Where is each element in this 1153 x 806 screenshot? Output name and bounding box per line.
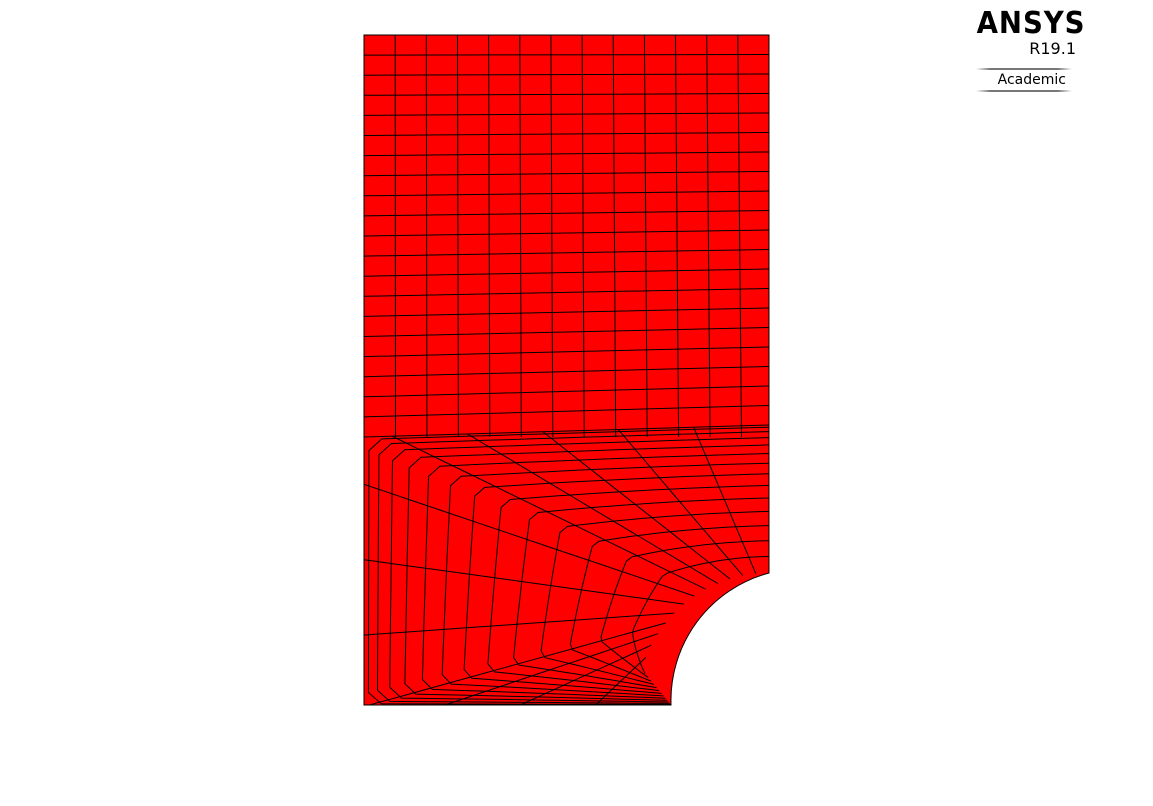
mesh-line-ring (389, 437, 770, 703)
grid-line-horizontal (363, 54, 770, 56)
mesh-line-ring (441, 462, 770, 697)
grid-line-horizontal (363, 132, 770, 136)
mesh-line-ring (487, 485, 770, 692)
logo-edition-box: Academic (968, 68, 1076, 92)
grid-line-vertical (706, 34, 711, 438)
meshed-part (363, 34, 770, 706)
grid-line-horizontal (363, 424, 770, 438)
grid-line-horizontal (363, 112, 770, 116)
grid-line-vertical (737, 34, 742, 438)
mesh-line-radial (369, 622, 666, 706)
grid-line-vertical (425, 34, 428, 438)
grid-line-vertical (488, 34, 491, 438)
grid-line-vertical (550, 34, 554, 438)
logo-brand: ANSYS (976, 6, 1086, 41)
grid-line-vertical (457, 34, 459, 438)
grid-line-horizontal (363, 190, 770, 197)
grid-line-horizontal (363, 93, 770, 96)
grid-line-horizontal (363, 151, 770, 157)
mesh-line-ring (569, 525, 770, 682)
ansys-logo: ANSYS R19.1 Academic (968, 6, 1086, 92)
mesh-line-ring (540, 510, 770, 685)
logo-rule-bottom (976, 90, 1072, 92)
mesh-line-ring (376, 431, 770, 704)
logo-edition: Academic (997, 72, 1066, 88)
grid-line-horizontal (363, 288, 770, 297)
grid-line-horizontal (363, 366, 770, 378)
mesh-line-ring (367, 426, 770, 705)
mesh-line-ring (421, 453, 770, 699)
mesh-line-ring (404, 444, 770, 701)
grid-line-horizontal (363, 210, 770, 217)
grid-line-vertical (675, 34, 680, 438)
grid-line-horizontal (363, 385, 770, 398)
mesh-line-ring (632, 556, 770, 674)
grid-line-horizontal (363, 268, 770, 277)
logo-rule-top (976, 68, 1072, 70)
mesh-line-ring (600, 540, 770, 678)
part-outline (363, 34, 770, 706)
grid-line-horizontal (363, 171, 770, 177)
logo-release: R19.1 (1029, 39, 1076, 58)
mesh-line-ring (513, 497, 770, 689)
grid-line-vertical (519, 34, 522, 438)
element-edges (363, 34, 770, 706)
grid-line-vertical (581, 34, 585, 438)
grid-line-horizontal (363, 307, 770, 317)
grid-line-horizontal (363, 327, 770, 337)
grid-line-horizontal (363, 405, 770, 418)
grid-line-horizontal (363, 249, 770, 257)
grid-line-horizontal (363, 229, 770, 237)
grid-line-horizontal (363, 73, 770, 76)
grid-line-horizontal (363, 346, 770, 358)
mesh-line-ring (463, 473, 770, 694)
